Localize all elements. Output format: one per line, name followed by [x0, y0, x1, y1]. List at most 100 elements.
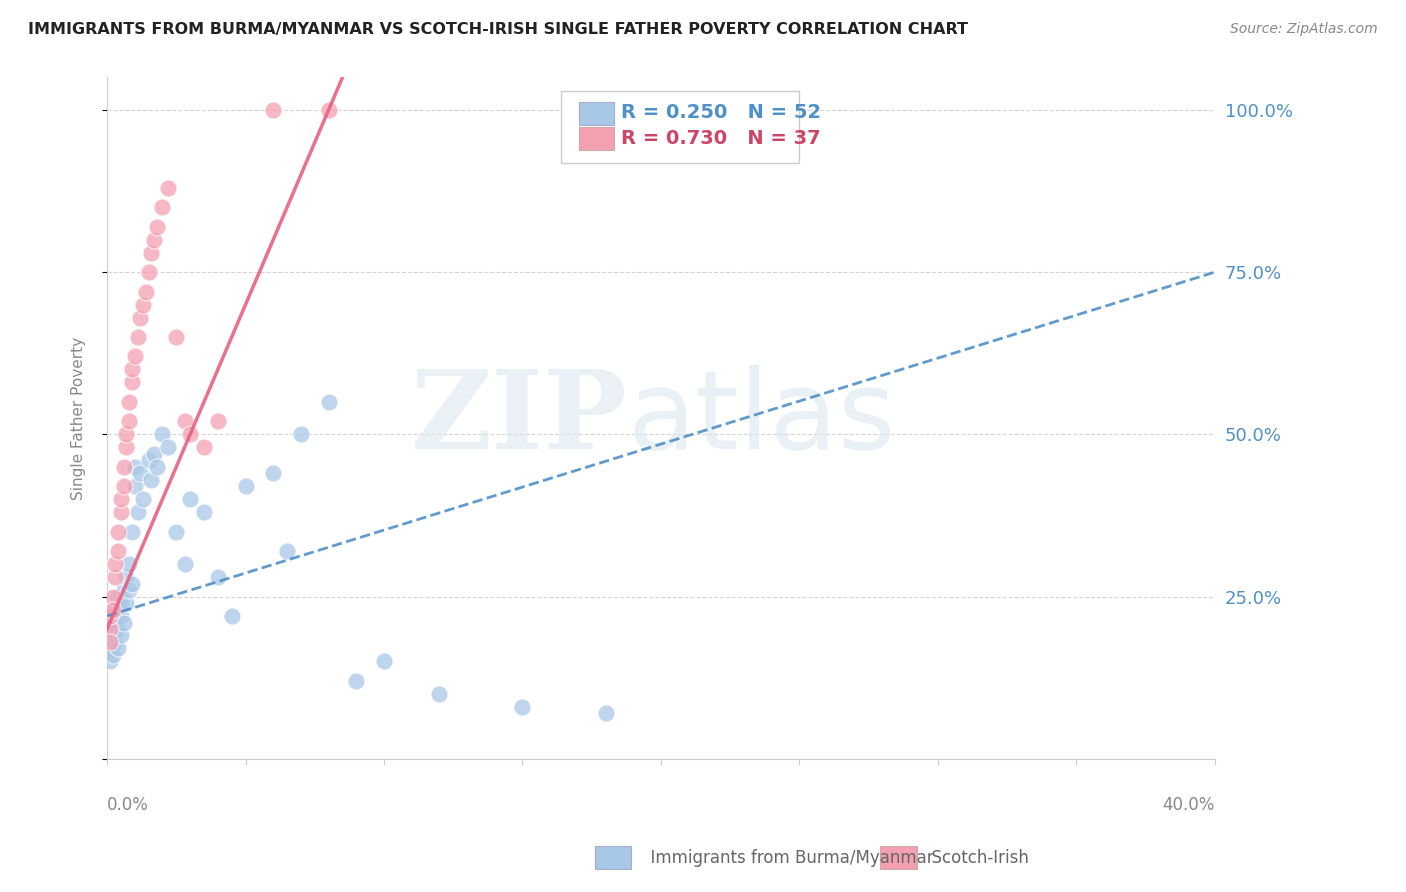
Point — [138, 265, 160, 279]
Point — [121, 524, 143, 539]
Point — [152, 427, 174, 442]
Point — [101, 609, 124, 624]
Point — [127, 505, 149, 519]
Point — [104, 602, 127, 616]
Point — [101, 628, 124, 642]
Point — [107, 622, 129, 636]
Point — [104, 615, 127, 630]
Text: 40.0%: 40.0% — [1163, 797, 1215, 814]
Point — [98, 622, 121, 636]
Y-axis label: Single Father Poverty: Single Father Poverty — [72, 336, 86, 500]
Point — [98, 655, 121, 669]
Point — [110, 609, 132, 624]
Point — [262, 467, 284, 481]
Point — [112, 615, 135, 630]
Point — [132, 492, 155, 507]
Point — [124, 479, 146, 493]
Point — [121, 362, 143, 376]
Point — [138, 453, 160, 467]
Point — [595, 706, 617, 721]
Point — [193, 440, 215, 454]
Point — [98, 635, 121, 649]
Point — [110, 628, 132, 642]
Point — [115, 596, 138, 610]
Point — [141, 473, 163, 487]
Point — [221, 609, 243, 624]
Point — [129, 310, 152, 325]
Point — [101, 622, 124, 636]
Point — [121, 376, 143, 390]
Point — [118, 583, 141, 598]
Point — [107, 590, 129, 604]
Point — [124, 459, 146, 474]
Point — [107, 544, 129, 558]
Point — [107, 641, 129, 656]
Point — [118, 557, 141, 571]
Point — [173, 414, 195, 428]
Point — [110, 492, 132, 507]
Point — [318, 395, 340, 409]
FancyBboxPatch shape — [579, 102, 614, 125]
Text: Scotch-Irish: Scotch-Irish — [921, 849, 1029, 867]
Point — [98, 641, 121, 656]
Text: Immigrants from Burma/Myanmar: Immigrants from Burma/Myanmar — [640, 849, 934, 867]
FancyBboxPatch shape — [880, 846, 917, 869]
Point — [118, 395, 141, 409]
Text: ZIP: ZIP — [411, 365, 627, 472]
Point — [118, 414, 141, 428]
Point — [135, 285, 157, 299]
Point — [115, 427, 138, 442]
Point — [165, 524, 187, 539]
Point — [193, 505, 215, 519]
FancyBboxPatch shape — [561, 91, 800, 162]
Point — [173, 557, 195, 571]
Point — [318, 103, 340, 117]
Point — [165, 330, 187, 344]
Point — [235, 479, 257, 493]
Point — [373, 655, 395, 669]
Point — [156, 180, 179, 194]
Point — [101, 602, 124, 616]
Text: atlas: atlas — [627, 365, 896, 472]
FancyBboxPatch shape — [579, 128, 614, 151]
Point — [98, 609, 121, 624]
Point — [429, 687, 451, 701]
Point — [107, 524, 129, 539]
Point — [146, 459, 169, 474]
Text: IMMIGRANTS FROM BURMA/MYANMAR VS SCOTCH-IRISH SINGLE FATHER POVERTY CORRELATION : IMMIGRANTS FROM BURMA/MYANMAR VS SCOTCH-… — [28, 22, 969, 37]
Point — [179, 492, 201, 507]
FancyBboxPatch shape — [595, 846, 631, 869]
Point — [112, 479, 135, 493]
Point — [132, 297, 155, 311]
Point — [98, 622, 121, 636]
Point — [207, 570, 229, 584]
Point — [127, 330, 149, 344]
Point — [276, 544, 298, 558]
Point — [112, 583, 135, 598]
Point — [156, 440, 179, 454]
Point — [115, 440, 138, 454]
Point — [152, 200, 174, 214]
Point — [179, 427, 201, 442]
Point — [104, 635, 127, 649]
Point — [344, 673, 367, 688]
Point — [110, 596, 132, 610]
Point — [124, 350, 146, 364]
Point — [115, 570, 138, 584]
Point — [143, 233, 166, 247]
Point — [104, 557, 127, 571]
Point — [101, 590, 124, 604]
Point — [101, 648, 124, 662]
Point — [262, 103, 284, 117]
Point — [110, 505, 132, 519]
Point — [146, 219, 169, 234]
Point — [512, 699, 534, 714]
Text: R = 0.250   N = 52: R = 0.250 N = 52 — [621, 103, 821, 122]
Point — [129, 467, 152, 481]
Point — [98, 635, 121, 649]
Point — [290, 427, 312, 442]
Text: R = 0.730   N = 37: R = 0.730 N = 37 — [621, 128, 821, 147]
Text: Source: ZipAtlas.com: Source: ZipAtlas.com — [1230, 22, 1378, 37]
Point — [104, 570, 127, 584]
Point — [143, 447, 166, 461]
